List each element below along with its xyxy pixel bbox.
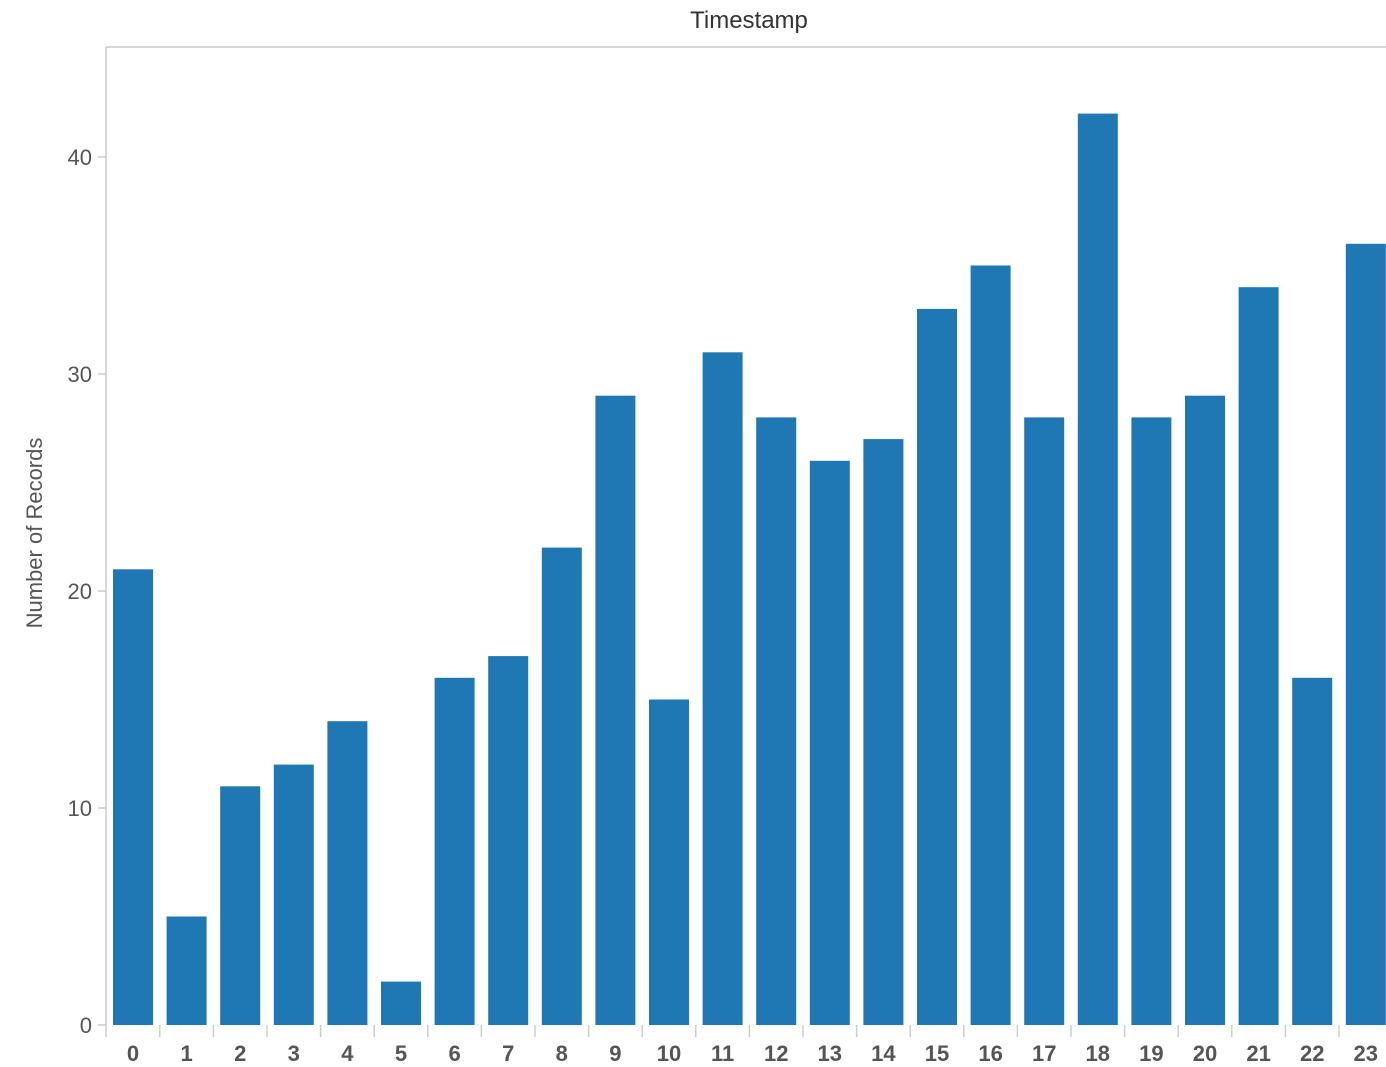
bar-23 <box>1345 243 1386 1026</box>
bar-2 <box>220 786 261 1025</box>
bar-0 <box>113 569 153 1025</box>
bar-17 <box>1024 417 1065 1025</box>
bar-13 <box>809 460 850 1025</box>
bar-4 <box>327 721 368 1025</box>
x-tick-label: 19 <box>1139 1041 1163 1066</box>
bar-3 <box>273 764 314 1025</box>
bar-20 <box>1185 395 1225 1025</box>
x-tick-label: 16 <box>978 1041 1002 1066</box>
x-tick-label: 13 <box>818 1041 842 1066</box>
x-tick-label: 12 <box>764 1041 788 1066</box>
y-tick-label: 30 <box>68 362 92 387</box>
x-tick-label: 20 <box>1193 1041 1217 1066</box>
y-tick-label: 40 <box>68 145 92 170</box>
x-tick-label: 9 <box>609 1041 621 1066</box>
x-tick-label: 1 <box>180 1041 192 1066</box>
bar-5 <box>381 981 421 1025</box>
x-tick-label: 17 <box>1032 1041 1056 1066</box>
bar-1 <box>166 916 207 1025</box>
bar-12 <box>756 417 797 1025</box>
y-tick-label: 10 <box>68 796 92 821</box>
x-tick-label: 7 <box>502 1041 514 1066</box>
bar-11 <box>702 352 743 1025</box>
x-tick-label: 2 <box>234 1041 246 1066</box>
bar-6 <box>434 677 475 1025</box>
y-tick-label: 0 <box>80 1013 92 1038</box>
bar-7 <box>488 656 529 1025</box>
x-tick-label: 10 <box>657 1041 681 1066</box>
x-tick-label: 23 <box>1354 1041 1378 1066</box>
x-axis-ticks: 0 1 2 3 4 5 6 7 8 9 10 11 12 13 14 15 16 17 18 19 20 21 22 23 <box>105 1025 1378 1066</box>
bar-14 <box>863 439 904 1026</box>
x-tick-label: 22 <box>1300 1041 1324 1066</box>
y-axis-ticks: 0 10 20 30 40 <box>68 145 106 1038</box>
x-tick-label: 14 <box>871 1041 896 1066</box>
x-tick-label: 18 <box>1086 1041 1110 1066</box>
x-tick-label: 4 <box>341 1041 354 1066</box>
bar-19 <box>1131 417 1172 1025</box>
plot-frame <box>105 46 1386 1025</box>
bar-16 <box>970 265 1011 1025</box>
x-tick-label: 3 <box>288 1041 300 1066</box>
y-tick-label: 20 <box>68 579 92 604</box>
x-tick-label: 6 <box>448 1041 460 1066</box>
bar-8 <box>541 547 582 1025</box>
chart-title: Timestamp <box>690 7 808 34</box>
x-tick-label: 21 <box>1246 1041 1270 1066</box>
bars-group <box>113 113 1386 1026</box>
bar-9 <box>595 395 636 1025</box>
bar-10 <box>649 699 689 1025</box>
x-tick-label: 0 <box>127 1041 139 1066</box>
x-tick-label: 15 <box>925 1041 949 1066</box>
y-axis-label: Number of Records <box>22 438 47 629</box>
bar-15 <box>917 308 957 1025</box>
x-tick-label: 11 <box>711 1041 734 1066</box>
bar-22 <box>1292 677 1333 1025</box>
bar-18 <box>1077 113 1118 1026</box>
x-tick-label: 8 <box>556 1041 568 1066</box>
bar-21 <box>1238 287 1279 1025</box>
x-tick-label: 5 <box>395 1041 407 1066</box>
